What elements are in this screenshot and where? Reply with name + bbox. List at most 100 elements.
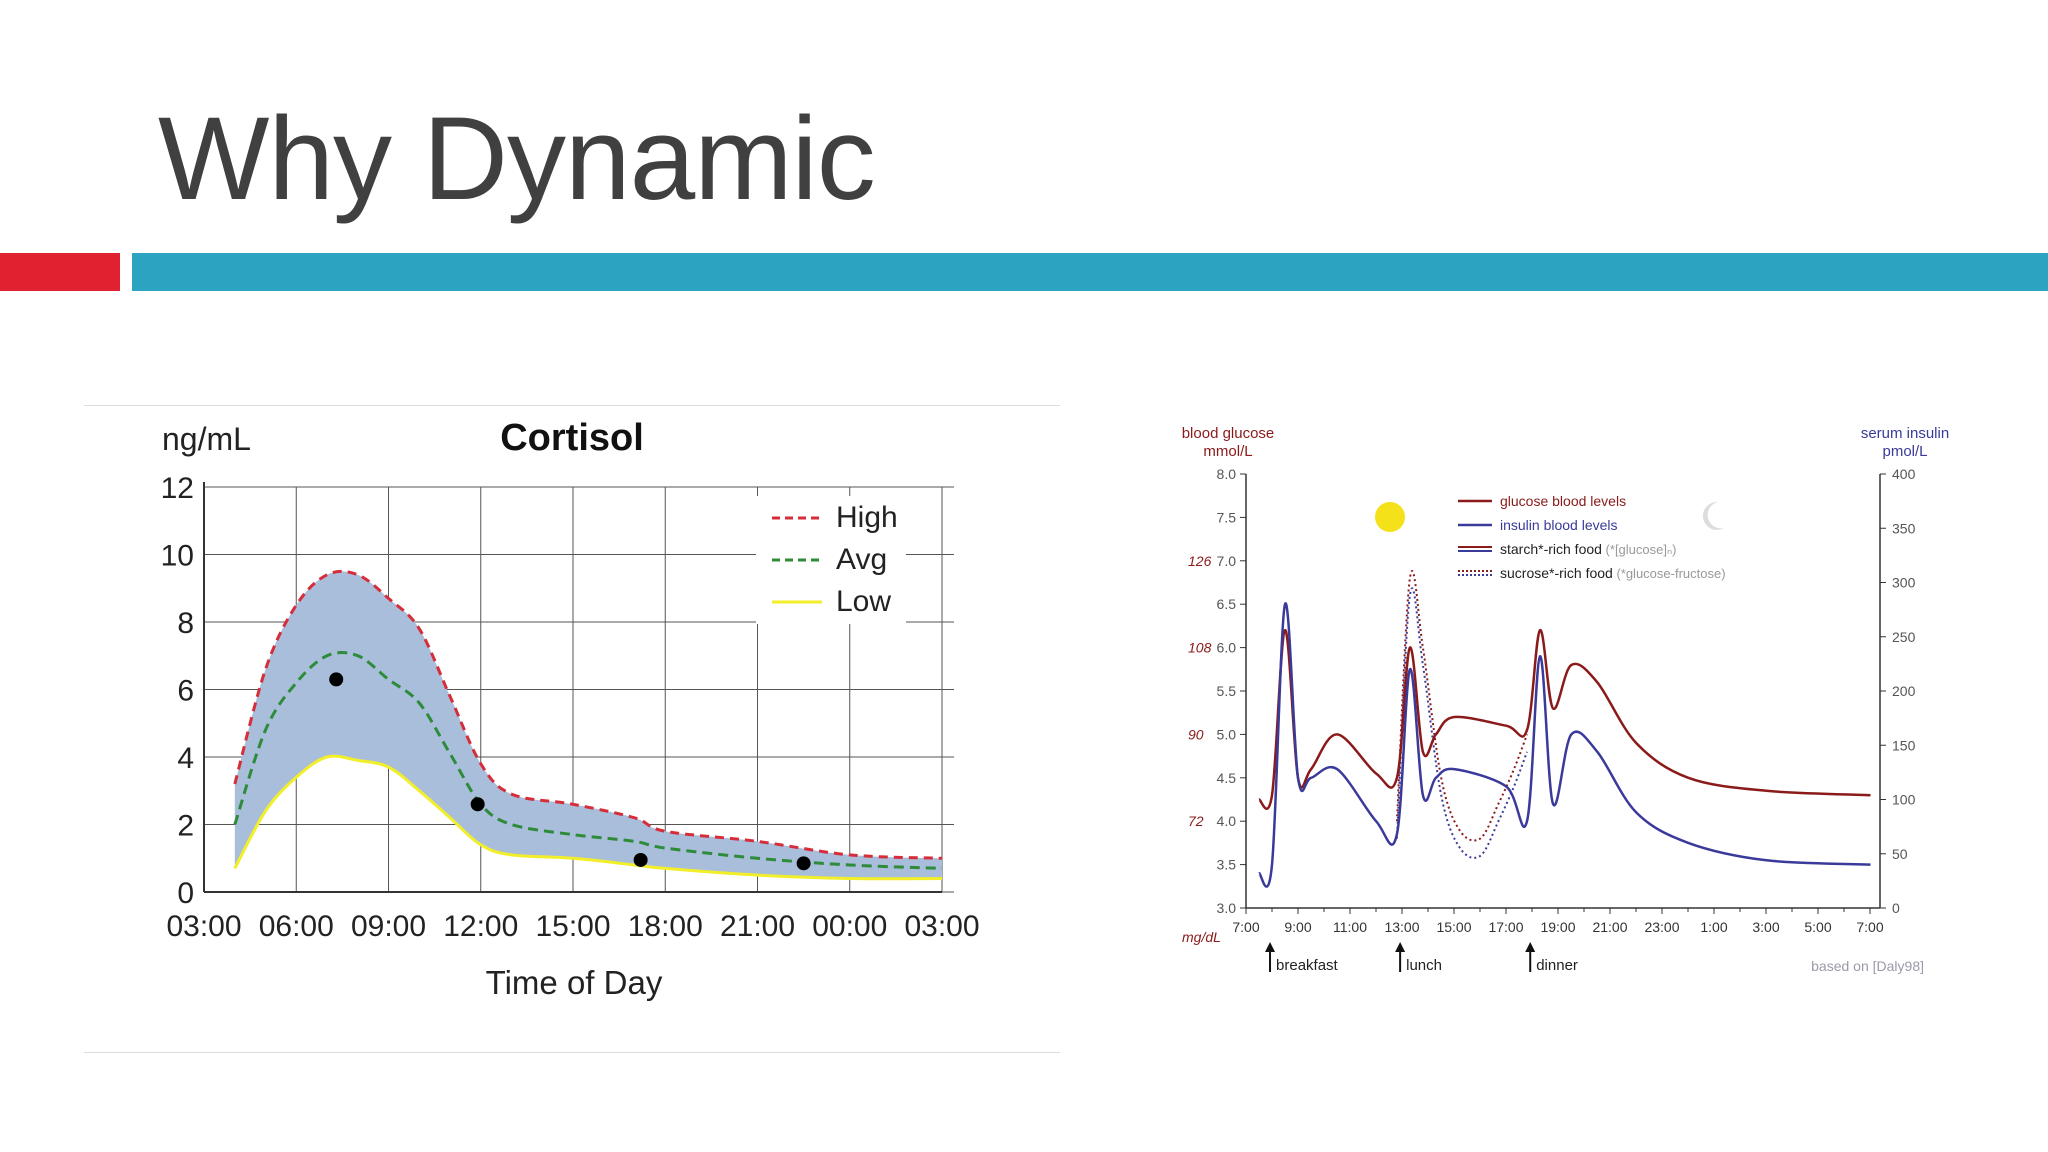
meal-label: dinner: [1536, 957, 1578, 974]
slide-title: Why Dynamic: [158, 93, 876, 225]
glucose-legend-note: (*glucose-fructose): [1613, 566, 1726, 581]
glucose-left-tick-label: 3.5: [1217, 857, 1237, 873]
glucose-left-tick-label: 4.5: [1217, 770, 1237, 786]
insulin-right-tick-label: 50: [1892, 846, 1908, 862]
glucose-x-tick-label: 15:00: [1436, 919, 1471, 935]
cortisol-x-axis-label: Time of Day: [486, 964, 663, 1001]
cortisol-x-tick-label: 12:00: [443, 910, 518, 943]
cortisol-legend: High Avg Low: [756, 496, 906, 624]
insulin-right-tick-label: 150: [1892, 737, 1916, 753]
meal-arrow-up-icon: [1525, 942, 1536, 952]
insulin-right-label-line1: serum insulin: [1861, 425, 1949, 442]
glucose-left-tick-label: 5.5: [1217, 683, 1237, 699]
glucose-insulin-figure: blood glucose mmol/L serum insulin pmol/…: [1140, 410, 1970, 1000]
glucose-mgdl-tick-label: 72: [1188, 813, 1204, 829]
cortisol-points: [329, 672, 811, 871]
cortisol-legend-label: Low: [836, 585, 891, 618]
glucose-meal-markers: breakfast lunch dinner: [1265, 942, 1578, 974]
moon-icon: [1702, 501, 1724, 530]
glucose-x-tick-label: 11:00: [1333, 919, 1367, 935]
cortisol-lines: [233, 569, 943, 881]
glucose-legend-label: starch*-rich food (*[glucose]ₙ): [1500, 541, 1676, 557]
cortisol-y-tick-label: 4: [177, 742, 194, 775]
cortisol-low-line: [233, 754, 943, 881]
glucose-left-tick-label: 7.0: [1217, 553, 1237, 569]
insulin-right-tick-label: 400: [1892, 466, 1916, 482]
title-accent-blue-bar: [132, 253, 2048, 291]
glucose-legend-label: sucrose*-rich food (*glucose-fructose): [1500, 565, 1726, 581]
insulin-right-label-line2: pmol/L: [1882, 443, 1927, 460]
cortisol-legend-label: Avg: [836, 543, 887, 576]
glucose-insulin-chart: blood glucose mmol/L serum insulin pmol/…: [1182, 425, 1949, 974]
glucose-x-tick-label: 9:00: [1284, 919, 1311, 935]
glucose-x-tick-label: 19:00: [1540, 919, 1575, 935]
glucose-mgdl-tick-label: 108: [1188, 640, 1212, 656]
glucose-line: [1257, 628, 1871, 811]
insulin-right-tick-label: 300: [1892, 575, 1916, 591]
cortisol-x-tick-label: 09:00: [351, 910, 426, 943]
insulin-line: [1257, 602, 1871, 888]
insulin-right-tick-label: 250: [1892, 629, 1916, 645]
cortisol-y-tick-label: 12: [161, 472, 194, 505]
meal-arrow-up-icon: [1265, 942, 1276, 952]
meal-label: breakfast: [1276, 957, 1339, 974]
glucose-x-tick-label: 7:00: [1856, 919, 1883, 935]
glucose-left-tick-label: 6.5: [1217, 596, 1237, 612]
insulin-right-tick-label: 200: [1892, 683, 1916, 699]
insulin-right-tick-label: 350: [1892, 520, 1916, 536]
cortisol-y-tick-label: 8: [177, 607, 194, 640]
cortisol-x-tick-label: 06:00: [259, 910, 334, 943]
cortisol-top-separator: [84, 405, 1060, 406]
meal-arrow-up-icon: [1395, 942, 1406, 952]
meal-label: lunch: [1406, 957, 1442, 974]
cortisol-sample-point: [633, 852, 648, 867]
cortisol-x-tick-label: 03:00: [166, 910, 241, 943]
cortisol-x-tick-label: 21:00: [720, 910, 795, 943]
glucose-legend-label: glucose blood levels: [1500, 493, 1626, 509]
cortisol-legend-label: High: [836, 501, 898, 534]
glucose-left-label-line1: blood glucose: [1182, 425, 1275, 442]
cortisol-y-axis-label: ng/mL: [162, 421, 251, 457]
insulin-right-tick-label: 0: [1892, 900, 1900, 916]
glucose-x-tick-label: 21:00: [1592, 919, 1627, 935]
cortisol-y-tick-label: 6: [177, 675, 194, 708]
cortisol-title: Cortisol: [500, 417, 644, 459]
cortisol-chart: 0 2 4 6 8 10 12 03:00 06:00 09:00 12:00 15:00 18:00…: [161, 417, 980, 1001]
cortisol-y-ticks: 0 2 4 6 8 10 12: [161, 472, 194, 910]
cortisol-range-band: [234, 571, 943, 879]
glucose-left-tick-label: 8.0: [1217, 466, 1237, 482]
title-accent-red-bar: [0, 253, 120, 291]
glucose-mgdl-tick-label: 126: [1188, 553, 1212, 569]
glucose-left-label-line2: mmol/L: [1203, 443, 1252, 460]
cortisol-x-tick-label: 03:00: [904, 910, 979, 943]
cortisol-sample-point: [329, 672, 344, 687]
cortisol-y-tick-label: 2: [177, 810, 194, 843]
glucose-axes: [1245, 474, 1881, 909]
cortisol-x-tick-label: 15:00: [535, 910, 610, 943]
glucose-left-tick-label: 5.0: [1217, 726, 1237, 742]
sun-icon: [1375, 502, 1405, 532]
cortisol-high-line: [233, 569, 943, 860]
cortisol-axes: [203, 482, 942, 893]
cortisol-x-ticks: 03:00 06:00 09:00 12:00 15:00 18:00 21:00 00:00…: [166, 910, 979, 943]
glucose-left-tick-label: 3.0: [1217, 900, 1237, 916]
glucose-x-tick-label: 1:00: [1700, 919, 1727, 935]
sucrose-glucose-line: [1395, 569, 1528, 842]
glucose-x-tick-label: 23:00: [1644, 919, 1679, 935]
cortisol-band: [234, 571, 943, 879]
cortisol-sample-point: [470, 797, 485, 812]
glucose-mgdl-tick-label: 90: [1188, 726, 1204, 742]
insulin-right-tick-label: 100: [1892, 792, 1916, 808]
glucose-x-tick-label: 7:00: [1232, 919, 1259, 935]
glucose-legend-label: insulin blood levels: [1500, 517, 1618, 533]
sucrose-insulin-line: [1395, 587, 1528, 859]
glucose-x-tick-label: 13:00: [1384, 919, 1419, 935]
glucose-x-tick-label: 3:00: [1752, 919, 1779, 935]
cortisol-x-tick-label: 00:00: [812, 910, 887, 943]
cortisol-x-tick-label: 18:00: [628, 910, 703, 943]
glucose-left-tick-label: 7.5: [1217, 509, 1237, 525]
glucose-x-tick-label: 17:00: [1488, 919, 1523, 935]
glucose-lines: [1257, 569, 1871, 888]
cortisol-sample-point: [796, 856, 811, 871]
glucose-legend: glucose blood levels insulin blood levels…: [1458, 493, 1726, 581]
